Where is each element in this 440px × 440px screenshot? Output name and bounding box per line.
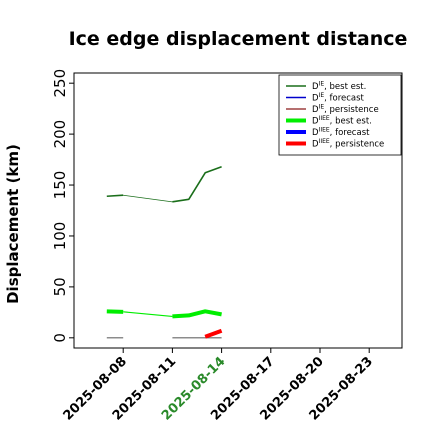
y-tick-label: 250 xyxy=(51,69,69,98)
plot-area xyxy=(73,72,403,349)
series-line-0 xyxy=(106,194,124,198)
y-tick-label: 0 xyxy=(51,333,69,343)
chart-title: Ice edge displacement distance xyxy=(69,28,408,50)
y-tick-label: 150 xyxy=(51,171,69,200)
legend-entry: DIE, best est. xyxy=(312,81,366,93)
plot-frame xyxy=(73,72,403,349)
series-line-7 xyxy=(123,311,173,318)
legend-entry: DIIEE, forecast xyxy=(312,127,370,139)
legend-entry: DIIEE, persistence xyxy=(312,138,384,150)
y-tick-label: 100 xyxy=(51,222,69,251)
series-line-2 xyxy=(172,165,222,203)
legend-entry: DIE, forecast xyxy=(312,92,365,104)
series-line-10 xyxy=(204,328,223,339)
series-line-6 xyxy=(106,309,124,314)
series-line-8 xyxy=(172,309,222,319)
legend-entry: DIIEE, best est. xyxy=(312,115,372,127)
y-axis-label: Displacement (km) xyxy=(4,144,22,304)
y-tick-label: 50 xyxy=(51,277,69,296)
series-line-1 xyxy=(123,194,173,203)
y-tick-label: 200 xyxy=(51,120,69,149)
legend-entry: DIE, persistence xyxy=(312,104,379,116)
